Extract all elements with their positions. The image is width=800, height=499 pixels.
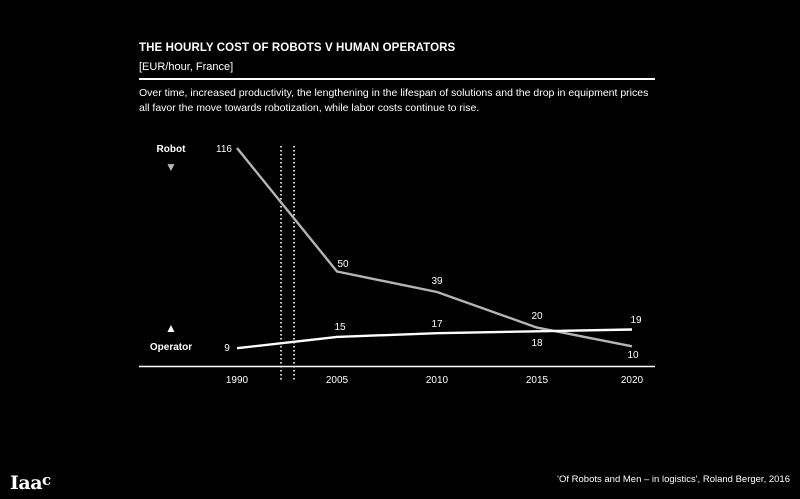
robot-series-label: Robot [157, 144, 187, 155]
iaac-logo: Iaac [10, 471, 51, 494]
robot-data-label-2020: 10 [627, 350, 639, 361]
operator-data-label-2020: 19 [630, 315, 642, 326]
series-line-operator [236, 328, 633, 350]
robot-marker-icon: ▼ [165, 160, 177, 174]
operator-data-label-1990: 9 [224, 343, 230, 354]
robot-data-label-2005: 50 [337, 259, 349, 270]
robot-data-label-2015: 20 [531, 311, 543, 322]
chart-description: Over time, increased productivity, the l… [139, 87, 649, 114]
x-tick-label-2015: 2015 [526, 375, 549, 386]
x-tick-label-2020: 2020 [621, 375, 644, 386]
robot-data-label-2010: 39 [431, 276, 443, 287]
x-tick-label-2005: 2005 [326, 375, 349, 386]
source-citation: 'Of Robots and Men – in logistics', Rola… [557, 474, 790, 485]
operator-data-label-2005: 15 [334, 322, 346, 333]
chart-subtitle: [EUR/hour, France] [139, 61, 234, 73]
title-divider [139, 78, 655, 80]
chart-title: THE HOURLY COST OF ROBOTS V HUMAN OPERAT… [139, 42, 456, 54]
operator-series-label: Operator [150, 342, 192, 353]
series-line-robot [236, 147, 633, 348]
operator-marker-icon: ▲ [165, 321, 177, 335]
robot-data-label-1990: 116 [216, 144, 232, 155]
x-tick-label-1990: 1990 [226, 375, 249, 386]
x-tick-label-2010: 2010 [426, 375, 449, 386]
operator-data-label-2015: 18 [531, 338, 543, 349]
operator-data-label-2010: 17 [431, 319, 443, 330]
